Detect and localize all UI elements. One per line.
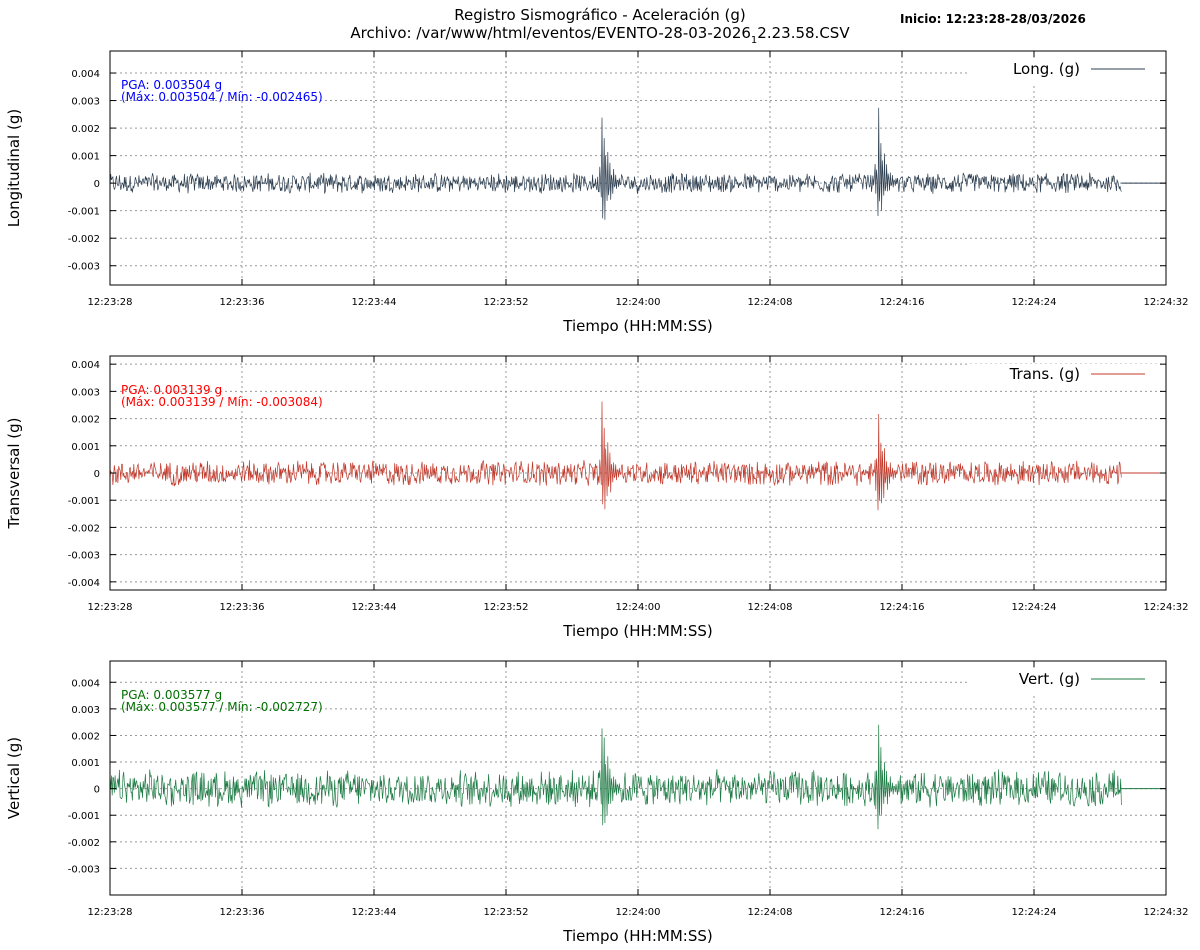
x-tick-label: 12:24:08 — [748, 602, 793, 613]
y-tick-label: 0.004 — [71, 678, 100, 689]
y-tick-label: 0.001 — [71, 152, 100, 163]
y-tick-label: -0.003 — [68, 551, 100, 562]
chart-title-line1: Registro Sismográfico - Aceleración (g) — [454, 6, 745, 24]
panels: 0.004 0.003 0.002 0.001 0 -0.001 -0.002 -0.003 1… — [5, 50, 1189, 945]
y-tick-label: -0.002 — [68, 523, 100, 534]
pga-annotation: PGA: 0.003577 g — [121, 688, 222, 702]
maxmin-annotation: (Máx: 0.003504 / Mín: -0.002465) — [121, 90, 323, 104]
x-tick-label: 12:23:52 — [484, 297, 529, 308]
x-axis-label: Tiempo (HH:MM:SS) — [562, 927, 712, 945]
legend-box — [970, 669, 1160, 693]
x-tick-label: 12:23:52 — [484, 602, 529, 613]
x-tick-label: 12:23:44 — [352, 602, 397, 613]
y-tick-label: 0.001 — [71, 758, 100, 769]
x-tick-label: 12:24:32 — [1144, 297, 1189, 308]
x-tick-label: 12:23:44 — [352, 907, 397, 918]
series-line — [109, 107, 1122, 220]
x-tick-label: 12:24:16 — [880, 907, 925, 918]
y-tick-label: 0.001 — [71, 442, 100, 453]
title-file-prefix: Archivo: /var/www/html/eventos/EVENTO-28… — [350, 24, 751, 42]
y-tick-label: 0.004 — [71, 69, 100, 80]
y-tick-label: 0 — [94, 785, 100, 796]
y-tick-label: -0.003 — [68, 262, 100, 273]
x-tick-label: 12:23:28 — [88, 602, 133, 613]
y-tick-label: -0.002 — [68, 234, 100, 245]
series-line — [109, 401, 1122, 511]
x-tick-label: 12:24:08 — [748, 907, 793, 918]
legend-box — [970, 59, 1160, 83]
x-tick-label: 12:23:36 — [220, 297, 265, 308]
x-tick-label: 12:24:32 — [1144, 602, 1189, 613]
x-tick-label: 12:23:36 — [220, 907, 265, 918]
x-tick-label: 12:24:32 — [1144, 907, 1189, 918]
x-tick-label: 12:24:16 — [880, 297, 925, 308]
x-tick-label: 12:24:16 — [880, 602, 925, 613]
y-tick-label: -0.001 — [68, 496, 100, 507]
y-tick-label: 0 — [94, 469, 100, 480]
x-tick-label: 12:23:36 — [220, 602, 265, 613]
y-tick-label: -0.001 — [68, 207, 100, 218]
legend-label: Vert. (g) — [1019, 670, 1080, 688]
x-axis-label: Tiempo (HH:MM:SS) — [562, 622, 712, 640]
x-axis-label: Tiempo (HH:MM:SS) — [562, 317, 712, 335]
x-tick-label: 12:24:24 — [1012, 907, 1057, 918]
legend-label: Trans. (g) — [1009, 365, 1080, 383]
y-tick-label: 0 — [94, 179, 100, 190]
y-axis-label: Transversal (g) — [5, 417, 23, 529]
x-tick-label: 12:23:28 — [88, 297, 133, 308]
legend-box — [970, 364, 1160, 388]
panel-longitudinal: 0.004 0.003 0.002 0.001 0 -0.001 -0.002 -0.003 1… — [5, 50, 1189, 335]
y-tick-label: 0.003 — [71, 387, 100, 398]
x-tick-label: 12:24:24 — [1012, 297, 1057, 308]
y-tick-label: 0.004 — [71, 360, 100, 371]
title-file-subscript: 1 — [751, 35, 757, 46]
legend-label: Long. (g) — [1013, 60, 1080, 78]
series-line — [109, 724, 1122, 830]
y-tick-label: 0.003 — [71, 705, 100, 716]
x-tick-label: 12:24:00 — [616, 602, 661, 613]
y-tick-label: -0.001 — [68, 811, 100, 822]
y-axis-label: Longitudinal (g) — [5, 109, 23, 227]
x-tick-label: 12:24:24 — [1012, 602, 1057, 613]
x-tick-label: 12:23:44 — [352, 297, 397, 308]
maxmin-annotation: (Máx: 0.003577 / Mín: -0.002727) — [121, 700, 323, 714]
panel-transversal: 0.004 0.003 0.002 0.001 0 -0.001 -0.002 -0.003 -… — [5, 355, 1189, 640]
chart-title-line2: Archivo: /var/www/html/eventos/EVENTO-28… — [350, 24, 850, 46]
pga-annotation: PGA: 0.003139 g — [121, 383, 222, 397]
y-tick-label: -0.004 — [68, 578, 100, 589]
panel-vertical: 0.004 0.003 0.002 0.001 0 -0.001 -0.002 -0.003 1… — [5, 660, 1189, 945]
y-tick-label: -0.003 — [68, 864, 100, 875]
x-tick-label: 12:23:52 — [484, 907, 529, 918]
y-tick-label: 0.003 — [71, 97, 100, 108]
y-tick-label: 0.002 — [71, 415, 100, 426]
x-tick-label: 12:23:28 — [88, 907, 133, 918]
x-tick-label: 12:24:00 — [616, 297, 661, 308]
y-tick-label: -0.002 — [68, 838, 100, 849]
pga-annotation: PGA: 0.003504 g — [121, 78, 222, 92]
y-tick-label: 0.002 — [71, 731, 100, 742]
x-tick-label: 12:24:00 — [616, 907, 661, 918]
x-tick-label: 12:24:08 — [748, 297, 793, 308]
y-axis-label: Vertical (g) — [5, 737, 23, 819]
maxmin-annotation: (Máx: 0.003139 / Mín: -0.003084) — [121, 395, 323, 409]
title-file-suffix: 2.23.58.CSV — [757, 24, 850, 42]
start-timestamp: Inicio: 12:23:28-28/03/2026 — [900, 12, 1086, 26]
y-tick-label: 0.002 — [71, 124, 100, 135]
